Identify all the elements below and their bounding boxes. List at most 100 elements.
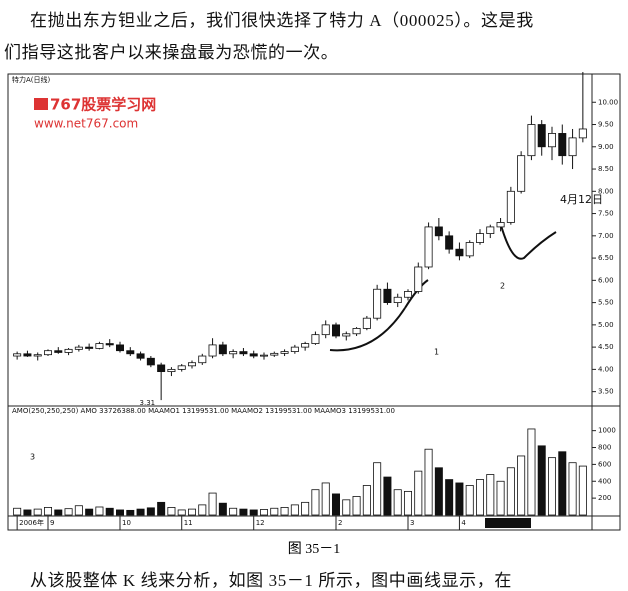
caption: 图 35－1 [287,542,341,557]
candle-body [506,190,515,223]
x-tick-label: 2006年 [19,518,44,527]
candle-body [13,353,22,357]
candle-body [434,226,443,237]
volume-bar [558,451,567,516]
volume-bar [157,501,166,516]
candle-body [445,235,454,250]
volume-bar [537,445,546,516]
x-tick-label: 4 [461,519,466,527]
volume-legend: AMO(250,250,250) AMO 33726388.00 MAAMO1 … [12,407,395,415]
candle-body [352,328,361,335]
volume-tick-label: 400 [598,477,611,485]
volume-bar [383,476,392,516]
candle-body [187,362,196,367]
candle-body [136,353,145,359]
candle-body [373,288,382,319]
candle-body [403,291,412,298]
range-marker [485,518,531,528]
candle-body [198,355,207,364]
volume-bar [85,508,94,516]
candle-body [95,343,104,349]
watermark-url: www.net767.com [34,117,138,131]
volume-bar [362,485,371,516]
volume-bar [424,448,433,516]
candle-body [342,333,351,337]
volume-bar [506,467,515,516]
volume-tick-label: 600 [598,460,611,468]
candle-body [116,344,125,352]
note: 2 [500,282,505,291]
y-tick-label: 4.50 [598,343,614,351]
y-tick-label: 6.00 [598,276,614,284]
chart-frame [7,73,621,531]
candle-body [301,343,310,348]
volume-bar [64,508,73,516]
volume-bar [74,505,83,516]
candle-body [44,350,53,356]
volume-bar [527,428,536,516]
volume-tick-label: 1000 [598,427,616,435]
volume-bar [548,457,557,516]
volume-bar [486,474,495,516]
volume-bar [445,479,454,516]
volume-bar [434,467,443,516]
candle-body [311,334,320,344]
volume-bar [321,482,330,516]
y-tick-label: 9.50 [598,121,614,129]
watermark-logo [34,98,48,110]
volume-tick-label: 800 [598,444,611,452]
x-tick-label: 3 [410,519,414,527]
x-tick-label: 10 [122,519,131,527]
y-tick-label: 8.50 [598,165,614,173]
volume-bar [208,492,217,516]
volume-bar [249,509,258,516]
volume-bar [239,508,248,516]
note: 4月12日 [560,193,603,206]
watermark-brand: 767股票学习网 [50,96,156,114]
trend-curve [329,307,406,352]
candle-body [85,346,94,349]
volume-bar [136,508,145,516]
candle-body [455,248,464,257]
candle-body [290,346,299,352]
candle-body [54,350,63,353]
y-tick-label: 6.50 [598,254,614,262]
candle-body [259,354,268,357]
candle-body [424,226,433,268]
volume-bar [373,462,382,516]
x-tick-label: 2 [338,519,342,527]
volume-bar [44,507,53,516]
candle-body [486,226,495,234]
volume-bar [229,507,238,516]
trend-curve [499,221,557,260]
y-tick-label: 5.50 [598,299,614,307]
candle-body [239,351,248,355]
volume-bar [270,507,279,516]
volume-bar [568,462,577,516]
volume-bar [177,509,186,516]
y-tick-label: 10.00 [598,98,618,106]
y-tick-label: 4.00 [598,365,614,373]
candle-body [126,350,135,355]
volume-bar [126,509,135,516]
candle-body [23,353,32,357]
candle-body [558,133,567,157]
x-tick-label: 9 [50,519,54,527]
candle-body [414,266,423,292]
volume-bar [403,490,412,516]
volume-bar [146,507,155,516]
candle-body [74,346,83,350]
low-label: 3.31 [140,399,156,407]
volume-bar [578,465,587,516]
volume-bar [54,509,63,516]
candle-body [496,222,505,228]
candle-body [64,348,73,353]
y-tick-label: 8.00 [598,187,614,195]
volume-bar [198,504,207,516]
y-tick-label: 3.50 [598,388,614,396]
candle-body [393,296,402,304]
y-tick-label: 7.00 [598,232,614,240]
candle-body [105,343,114,346]
volume-bar [218,502,227,516]
volume-bar [465,485,474,516]
